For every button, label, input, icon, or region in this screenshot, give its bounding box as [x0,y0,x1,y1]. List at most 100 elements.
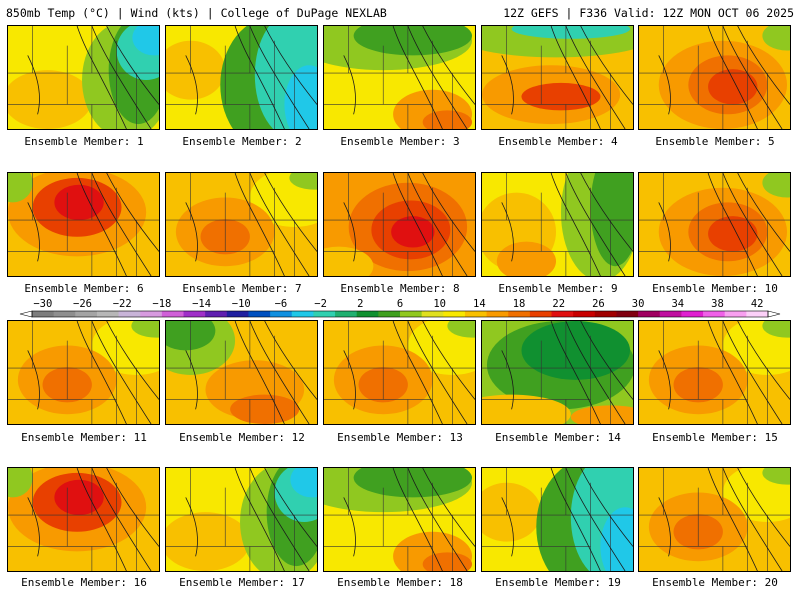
temperature-contour-fill [230,394,300,424]
temperature-contour-fill [762,321,790,338]
height-contour-lines [501,173,633,276]
colorbar-swatch [594,311,617,317]
colorbar-swatch [118,311,141,317]
height-contour-lines [343,26,475,129]
height-contour-lines [501,468,633,571]
temperature-field-map [639,26,790,129]
height-contour-lines [185,173,317,276]
ensemble-map-panel [323,25,476,130]
temperature-field-map [166,173,317,276]
temperature-contour-fill [422,110,473,129]
temperature-field-map [166,321,317,424]
colorbar-swatch [313,311,336,317]
temperature-contour-fill [708,216,758,252]
colorbar-tick-label: 6 [397,298,403,310]
colorbar-swatch [508,311,531,317]
temperature-contour-fill [521,82,601,111]
ensemble-map-panel [323,172,476,277]
height-contour-lines [185,321,317,424]
temperature-field-map [639,468,790,571]
colorbar-tick-label: 42 [751,298,764,310]
temperature-field-map [166,26,317,129]
colorbar-swatch [421,311,444,317]
height-contour-lines [343,468,475,571]
colorbar-swatch [183,311,206,317]
ensemble-map-panel [7,25,160,130]
height-contour-lines [27,468,159,571]
colorbar-swatch [140,311,163,317]
ensemble-member-label: Ensemble Member: 4 [498,135,618,148]
colorbar-swatch [724,311,747,317]
ensemble-map-panel [638,172,791,277]
height-contour-lines [658,26,790,129]
colorbar-tick-label: 34 [671,298,684,310]
ensemble-member-label: Ensemble Member: 12 [179,431,305,444]
colorbar-swatch [335,311,358,317]
ensemble-map-panel [165,467,318,572]
ensemble-map-panel [165,172,318,277]
colorbar-swatch [443,311,466,317]
colorbar-tick-label: −2 [314,298,327,310]
temperature-field-map [482,468,633,571]
temperature-contour-fill [290,468,317,498]
colorbar-swatch [616,311,639,317]
temperature-contour-fill [54,184,104,221]
colorbar-swatch [573,311,596,317]
colorbar-swatch [291,311,314,317]
ensemble-member-label: Ensemble Member: 6 [24,282,144,295]
colorbar-tick-label: 38 [711,298,724,310]
temperature-contour-fill [590,173,633,267]
temperature-contour-fill [422,552,473,571]
colorbar-swatch [75,311,98,317]
height-contour-lines [501,321,633,424]
colorbar-tick-label: −26 [73,298,92,310]
colorbar-swatch [32,311,55,317]
ensemble-member-label: Ensemble Member: 15 [652,431,778,444]
colorbar-swatch [53,311,76,317]
temperature-contour-fill [447,321,475,338]
colorbar-swatch [270,311,293,317]
ensemble-map-panel [7,172,160,277]
colorbar-tick-label: −6 [275,298,288,310]
height-contour-lines [343,321,475,424]
temperature-contour-fill [762,173,790,198]
ensemble-map-panel [481,172,634,277]
colorbar-swatch [226,311,249,317]
colorbar-swatch [205,311,228,317]
temperature-field-map [324,468,475,571]
colorbar-frame [31,310,769,318]
temperature-contour-fill [762,468,790,485]
temperature-field-map [8,321,159,424]
temperature-contour-fill [708,69,758,105]
temperature-field-map [8,26,159,129]
ensemble-map-panel [165,320,318,425]
colorbar-swatch [378,311,401,317]
colorbar-swatch [681,311,704,317]
colorbar-swatch [96,311,120,317]
ensemble-map-panel [323,320,476,425]
colorbar-swatch [464,311,488,317]
colorbar-swatch [356,311,379,317]
colorbar-swatch [703,311,726,317]
ensemble-member-label: Ensemble Member: 11 [21,431,147,444]
ensemble-member-label: Ensemble Member: 8 [340,282,460,295]
temperature-contour-fill [521,321,631,380]
temperature-contour-fill [762,26,790,51]
temperature-contour-fill [289,173,317,190]
colorbar-max-arrow [767,310,781,318]
temperature-contour-fill [570,405,633,424]
height-contour-lines [343,173,475,276]
temperature-contour-fill [8,173,33,203]
colorbar-swatch [638,311,661,317]
ensemble-map-panel [7,467,160,572]
ensemble-member-label: Ensemble Member: 17 [179,576,305,589]
temperature-contour-fill [8,468,33,498]
temperature-field-map [639,321,790,424]
temperature-contour-fill [131,321,159,338]
temperature-colorbar: −30 −26 −22 −18 −14 −10 −6 −2 2 6 10 14 18 22 26 30 34 38… [19,298,781,318]
colorbar-tick-label: 18 [513,298,526,310]
temperature-field-map [8,173,159,276]
temperature-field-map [324,321,475,424]
temperature-field-map [324,173,475,276]
colorbar-tick-label: 10 [433,298,446,310]
